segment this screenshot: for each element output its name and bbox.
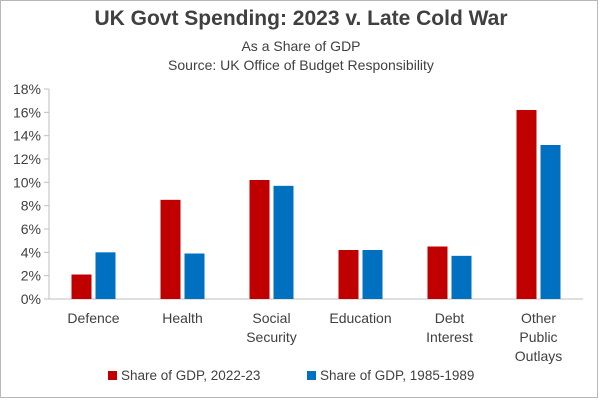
bar-1985-4 bbox=[451, 255, 472, 299]
y-tick-label: 4% bbox=[21, 244, 41, 260]
bar-2023-2 bbox=[249, 180, 270, 299]
y-tick-label: 2% bbox=[21, 268, 41, 284]
x-category-label-line: Education bbox=[329, 310, 391, 326]
bar-2023-3 bbox=[338, 250, 359, 299]
x-category-label: Health bbox=[162, 310, 202, 326]
y-tick-label: 8% bbox=[21, 198, 41, 214]
chart-subtitle: As a Share of GDP bbox=[241, 38, 361, 54]
bar-1985-5 bbox=[540, 145, 561, 299]
x-category-label-line: Outlays bbox=[515, 348, 562, 364]
x-category-label-line: Interest bbox=[426, 329, 473, 345]
y-tick-label: 18% bbox=[13, 81, 41, 97]
bar-1985-1 bbox=[184, 253, 205, 299]
y-tick-label: 14% bbox=[13, 128, 41, 144]
bar-1985-3 bbox=[362, 250, 383, 299]
bar-2023-5 bbox=[516, 110, 537, 299]
bar-1985-0 bbox=[95, 252, 116, 299]
chart-source: Source: UK Office of Budget Responsibili… bbox=[168, 57, 434, 73]
y-tick-label: 6% bbox=[21, 221, 41, 237]
legend-1985-label: Share of GDP, 1985-1989 bbox=[320, 368, 474, 383]
x-category-label-line: Public bbox=[519, 329, 557, 345]
legend-2023-label: Share of GDP, 2022-23 bbox=[121, 368, 260, 383]
bar-2023-4 bbox=[427, 246, 448, 299]
x-category-label-line: Social bbox=[252, 310, 290, 326]
y-tick-label: 0% bbox=[21, 291, 41, 307]
x-category-label-line: Defence bbox=[67, 310, 119, 326]
x-category-label: Defence bbox=[67, 310, 119, 326]
x-category-label-line: Security bbox=[246, 329, 297, 345]
y-tick-label: 10% bbox=[13, 174, 41, 190]
x-category-label: Social Security bbox=[246, 310, 297, 345]
x-category-label: Debt Interest bbox=[426, 310, 473, 345]
x-category-label: Education bbox=[329, 310, 391, 326]
x-category-label: Other Public Outlays bbox=[515, 310, 562, 364]
legend-1985-swatch bbox=[307, 371, 316, 380]
y-tick-label: 12% bbox=[13, 151, 41, 167]
legend-2023-swatch bbox=[108, 371, 117, 380]
x-category-label-line: Health bbox=[162, 310, 202, 326]
bar-2023-0 bbox=[71, 274, 92, 299]
bar-2023-1 bbox=[160, 199, 181, 299]
chart-title: UK Govt Spending: 2023 v. Late Cold War bbox=[94, 7, 508, 30]
y-tick-label: 16% bbox=[13, 104, 41, 120]
bar-1985-2 bbox=[273, 185, 294, 299]
x-category-label-line: Other bbox=[521, 310, 556, 326]
x-category-label-line: Debt bbox=[435, 310, 465, 326]
